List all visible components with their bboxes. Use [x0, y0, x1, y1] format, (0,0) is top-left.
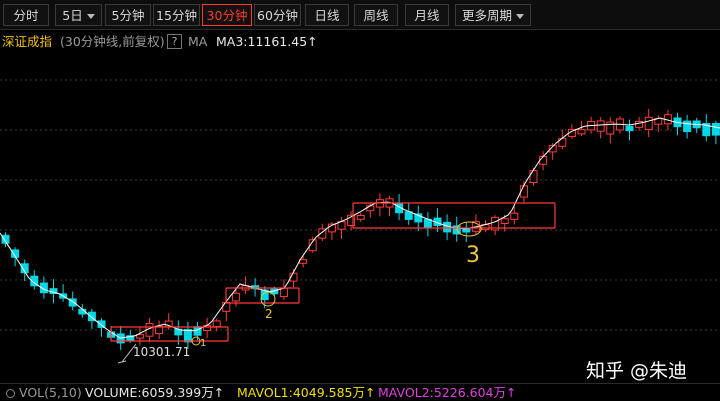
help-button[interactable]: ? — [167, 34, 182, 49]
candle-body — [68, 298, 77, 307]
annotation-mark-1: 1 — [200, 338, 206, 349]
tab-weekly[interactable]: 周线 — [354, 4, 398, 26]
candle-body — [500, 218, 509, 224]
ma3-value: MA3:11161.45↑ — [216, 34, 318, 49]
candle-body — [289, 272, 298, 282]
chart-subtitle: (30分钟线,前复权) — [60, 34, 165, 49]
volume-value: VOLUME:6059.399万↑ — [85, 385, 225, 400]
tab-5-day[interactable]: 5日 — [55, 4, 102, 26]
candle-body — [212, 320, 221, 328]
circle-mark-3 — [456, 221, 482, 237]
candle-body — [529, 170, 538, 184]
tab-monthly[interactable]: 月线 — [405, 4, 449, 26]
low-marker: 10301.71 — [117, 343, 190, 364]
candle-body — [183, 329, 192, 343]
candle-body — [644, 116, 653, 131]
tab-label: 月线 — [414, 8, 440, 23]
chart-info-bar: 深证成指 (30分钟线,前复权) ? MA MA3:11161.45↑ — [0, 31, 720, 53]
candle-body — [87, 311, 96, 322]
tab-label: 60分钟 — [257, 8, 298, 23]
candle-body — [155, 325, 164, 335]
tab-fenshi[interactable]: 分时 — [3, 4, 49, 26]
ma3-line — [0, 117, 720, 339]
candle-body — [596, 120, 605, 132]
circle-mark-1 — [191, 336, 201, 346]
candle-body — [231, 292, 240, 302]
candle-body — [135, 334, 144, 339]
candle-body — [491, 216, 500, 231]
indicator-dot-icon[interactable] — [6, 389, 15, 398]
candle-body — [711, 123, 720, 136]
candle-body — [366, 205, 375, 212]
index-name[interactable]: 深证成指 — [2, 34, 53, 49]
tab-label: 日线 — [314, 8, 340, 23]
candle-body — [635, 121, 644, 128]
candle-body — [308, 239, 317, 252]
ma-indicator-label[interactable]: MA — [188, 34, 208, 49]
candle-body — [414, 213, 423, 223]
candle-body — [318, 228, 327, 239]
candle-body — [606, 121, 615, 135]
tab-label: 5分钟 — [111, 8, 145, 23]
candle-body — [577, 129, 586, 135]
candle-body — [510, 212, 519, 220]
candle-body — [97, 320, 106, 328]
candle-body — [20, 263, 29, 274]
candle-body — [126, 335, 135, 341]
chevron-down-icon — [86, 14, 95, 19]
candlestick-chart[interactable]: 10301.71 1 2 3 — [0, 0, 720, 383]
candle-body — [625, 125, 634, 132]
tab-30-min[interactable]: 30分钟 — [202, 4, 252, 26]
box-3 — [352, 202, 556, 229]
price-grid — [0, 79, 720, 331]
watermark: 知乎 @朱迪 — [586, 360, 688, 382]
volume-label[interactable]: VOL(5,10) — [19, 385, 82, 400]
mavol1-value: MAVOL1:4049.585万↑ — [237, 385, 376, 400]
circle-mark-2 — [260, 291, 276, 307]
candle-body — [327, 223, 336, 233]
tab-daily[interactable]: 日线 — [305, 4, 349, 26]
annotation-mark-2: 2 — [265, 307, 273, 321]
annotation-mark-3: 3 — [466, 243, 480, 268]
candle-body — [279, 287, 288, 298]
candle-body — [30, 275, 39, 287]
tab-label: 周线 — [363, 8, 389, 23]
candle-body — [683, 120, 692, 132]
tab-5-min[interactable]: 5分钟 — [105, 4, 151, 26]
period-toolbar: 分时 5日 5分钟 15分钟 30分钟 60分钟 日线 周线 月线 更多周期 — [0, 0, 720, 30]
tab-15-min[interactable]: 15分钟 — [153, 4, 200, 26]
candle-body — [548, 145, 557, 153]
tab-label: 更多周期 — [461, 8, 512, 23]
circle-marks — [191, 221, 482, 346]
tab-60-min[interactable]: 60分钟 — [254, 4, 301, 26]
mavol2-value: MAVOL2:5226.604万↑ — [378, 385, 517, 400]
low-price-label: 10301.71 — [133, 345, 190, 359]
candle-body — [347, 214, 356, 227]
tab-more-periods[interactable]: 更多周期 — [455, 4, 531, 26]
candle-body — [299, 259, 308, 264]
tab-label: 30分钟 — [206, 8, 248, 23]
tab-label: 分时 — [13, 8, 39, 23]
box-1 — [110, 326, 229, 342]
candle-body — [11, 249, 20, 258]
candle-body — [39, 282, 48, 294]
candle-body — [702, 123, 711, 137]
candle-body — [356, 215, 365, 220]
tab-label: 15分钟 — [156, 8, 197, 23]
candle-body — [222, 301, 231, 312]
tab-label: 5日 — [62, 8, 83, 23]
chevron-down-icon — [516, 14, 524, 19]
candle-body — [1, 234, 10, 244]
candle-body — [539, 155, 548, 165]
volume-indicator-bar: VOL(5,10) VOLUME:6059.399万↑ MAVOL1:4049.… — [0, 383, 720, 401]
candle-body — [260, 289, 269, 301]
